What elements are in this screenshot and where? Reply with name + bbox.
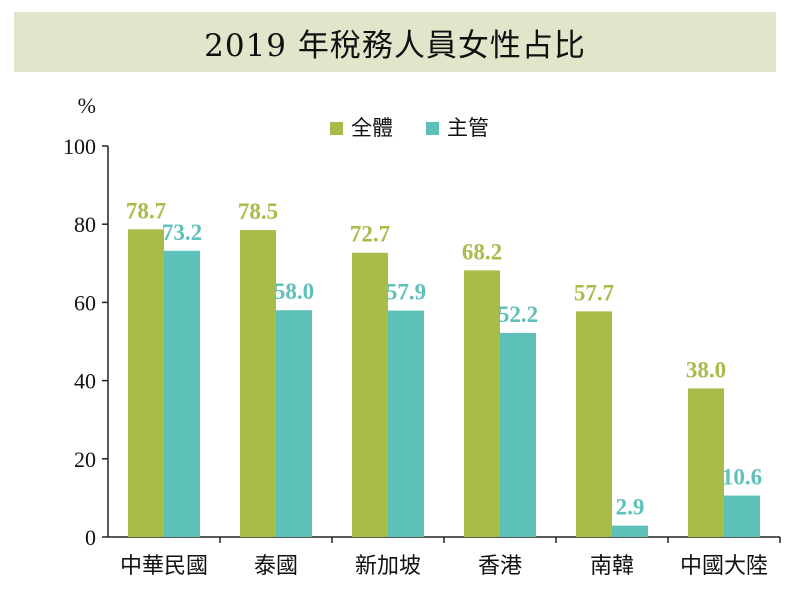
title-band: 2019 年稅務人員女性占比: [14, 12, 776, 72]
bars: [128, 229, 760, 538]
bar-overall: [688, 388, 724, 537]
y-axis-unit: %: [78, 93, 96, 118]
bar-manager: [276, 310, 312, 537]
bar-overall: [464, 270, 500, 537]
bar-manager: [612, 525, 648, 537]
category-label: 南韓: [590, 554, 634, 579]
bar-manager: [500, 332, 536, 537]
legend-label: 主管: [447, 116, 489, 140]
value-labels: 78.7 78.5 72.7 68.2 57.7 38.0 73.2 58.0 57.9 52.2…: [126, 198, 762, 519]
data-label: 57.7: [574, 280, 614, 305]
bar-manager: [164, 250, 200, 537]
data-label: 38.0: [686, 357, 726, 382]
category-label: 中華民國: [120, 554, 208, 579]
data-label: 73.2: [162, 220, 202, 245]
y-tick-label: 100: [63, 134, 96, 159]
data-label: 10.6: [722, 465, 762, 490]
data-label: 78.7: [126, 198, 166, 223]
data-label: 72.7: [350, 222, 390, 247]
data-label: 78.5: [238, 199, 278, 224]
category-label: 泰國: [254, 554, 298, 579]
data-label: 52.2: [498, 302, 538, 327]
y-tick-label: 80: [74, 212, 96, 237]
legend: 全體 主管: [330, 116, 489, 140]
chart-title: 2019 年稅務人員女性占比: [204, 27, 586, 64]
y-tick-label: 40: [74, 369, 96, 394]
data-label: 57.9: [386, 280, 426, 305]
y-tick-label: 20: [74, 447, 96, 472]
y-tick-label: 0: [85, 525, 96, 550]
legend-label: 全體: [351, 116, 393, 140]
bar-overall: [352, 252, 388, 538]
y-tick-label: 60: [74, 290, 96, 315]
legend-swatch: [426, 122, 439, 135]
category-label: 香港: [478, 554, 522, 579]
axes: 0 20 40 60 80 100% 中華民國 泰國 新加坡 香港 南韓 中國大陸: [63, 93, 781, 579]
category-label: 中國大陸: [680, 554, 768, 579]
bar-overall: [240, 230, 276, 537]
data-label: 58.0: [274, 279, 314, 304]
data-label: 2.9: [616, 495, 645, 520]
data-label: 68.2: [462, 239, 502, 264]
legend-swatch: [330, 122, 343, 135]
category-label: 新加坡: [355, 554, 421, 579]
bar-overall: [128, 229, 164, 537]
bar-manager: [724, 495, 760, 537]
bar-manager: [388, 310, 424, 537]
bar-overall: [576, 311, 612, 537]
